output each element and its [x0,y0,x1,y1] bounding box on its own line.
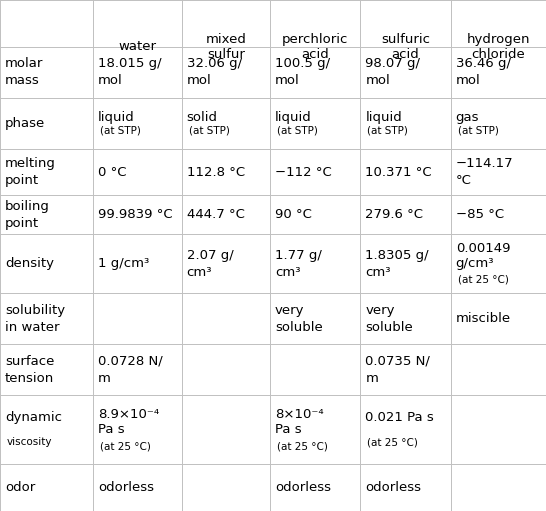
Text: −112 °C: −112 °C [275,166,332,178]
Text: Pa s: Pa s [275,423,301,436]
Text: water: water [118,40,157,53]
Text: viscosity: viscosity [7,437,52,447]
Text: 1.77 g/
cm³: 1.77 g/ cm³ [275,249,322,278]
Text: 8.9×10⁻⁴: 8.9×10⁻⁴ [98,408,159,421]
Text: very
soluble: very soluble [275,304,323,334]
Text: 99.9839 °C: 99.9839 °C [98,208,173,221]
Text: 100.5 g/
mol: 100.5 g/ mol [275,57,330,87]
Text: surface
tension: surface tension [5,355,54,384]
Text: solid: solid [187,110,218,124]
Text: liquid: liquid [275,110,312,124]
Text: −114.17
°C: −114.17 °C [456,157,513,187]
Text: 0.0728 N/
m: 0.0728 N/ m [98,355,163,384]
Text: (at 25 °C): (at 25 °C) [100,441,151,451]
Text: odorless: odorless [275,481,331,494]
Text: 18.015 g/
mol: 18.015 g/ mol [98,57,162,87]
Text: 1 g/cm³: 1 g/cm³ [98,257,150,270]
Text: (at STP): (at STP) [458,126,498,136]
Text: sulfuric
acid: sulfuric acid [381,33,430,61]
Text: 10.371 °C: 10.371 °C [365,166,432,178]
Text: (at STP): (at STP) [277,126,318,136]
Text: melting
point: melting point [5,157,56,187]
Text: perchloric
acid: perchloric acid [282,33,348,61]
Text: 90 °C: 90 °C [275,208,312,221]
Text: phase: phase [5,117,45,130]
Text: 279.6 °C: 279.6 °C [365,208,423,221]
Text: molar
mass: molar mass [5,57,43,87]
Text: solubility
in water: solubility in water [5,304,65,334]
Text: 8×10⁻⁴: 8×10⁻⁴ [275,408,324,421]
Text: (at STP): (at STP) [367,126,408,136]
Text: miscible: miscible [456,312,511,325]
Text: 0.0735 N/
m: 0.0735 N/ m [365,355,430,384]
Text: mixed
sulfur: mixed sulfur [205,33,246,61]
Text: Pa s: Pa s [98,423,125,436]
Text: −85 °C: −85 °C [456,208,504,221]
Text: odorless: odorless [98,481,154,494]
Text: very
soluble: very soluble [365,304,413,334]
Text: 0.00149: 0.00149 [456,242,510,256]
Text: liquid: liquid [98,110,135,124]
Text: (at 25 °C): (at 25 °C) [458,274,508,285]
Text: 1.8305 g/
cm³: 1.8305 g/ cm³ [365,249,429,278]
Text: odorless: odorless [365,481,422,494]
Text: (at STP): (at STP) [188,126,229,136]
Text: liquid: liquid [365,110,402,124]
Text: density: density [5,257,54,270]
Text: (at 25 °C): (at 25 °C) [367,437,418,447]
Text: (at STP): (at STP) [100,126,141,136]
Text: g/cm³: g/cm³ [456,257,494,270]
Text: 2.07 g/
cm³: 2.07 g/ cm³ [187,249,233,278]
Text: boiling
point: boiling point [5,200,50,230]
Text: 0.021 Pa s: 0.021 Pa s [365,411,434,424]
Text: 112.8 °C: 112.8 °C [187,166,245,178]
Text: 444.7 °C: 444.7 °C [187,208,245,221]
Text: odor: odor [5,481,35,494]
Text: (at 25 °C): (at 25 °C) [277,441,328,451]
Text: hydrogen
chloride: hydrogen chloride [467,33,530,61]
Text: 0 °C: 0 °C [98,166,127,178]
Text: 36.46 g/
mol: 36.46 g/ mol [456,57,511,87]
Text: 32.06 g/
mol: 32.06 g/ mol [187,57,242,87]
Text: gas: gas [456,110,479,124]
Text: dynamic: dynamic [5,411,62,424]
Text: 98.07 g/
mol: 98.07 g/ mol [365,57,420,87]
